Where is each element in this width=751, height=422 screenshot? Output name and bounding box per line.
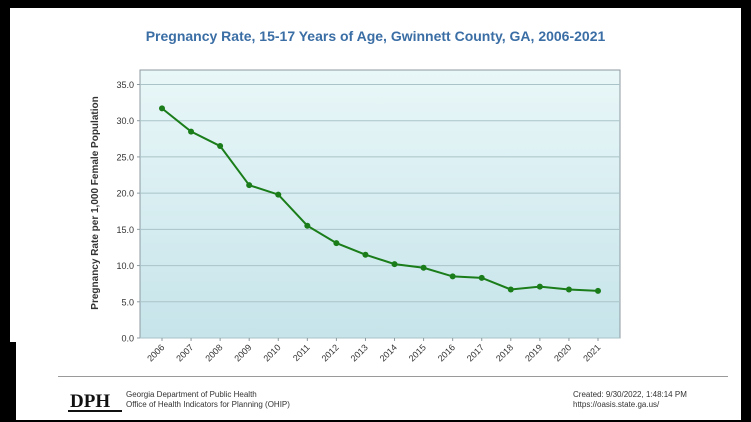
chart-frame: Pregnancy Rate, 15-17 Years of Age, Gwin… bbox=[10, 8, 741, 420]
data-point[interactable] bbox=[362, 251, 369, 258]
data-point[interactable] bbox=[304, 222, 311, 229]
x-tick-label: 2009 bbox=[232, 342, 253, 363]
x-tick-label: 2015 bbox=[407, 342, 428, 363]
x-tick-label: 2011 bbox=[291, 342, 312, 363]
logo-text: DPH bbox=[70, 391, 110, 412]
x-tick-label: 2007 bbox=[174, 342, 195, 363]
x-tick-label: 2016 bbox=[436, 342, 457, 363]
created-timestamp: Created: 9/30/2022, 1:48:14 PM bbox=[573, 390, 687, 399]
x-tick-label: 2019 bbox=[523, 342, 544, 363]
y-tick-label: 5.0 bbox=[121, 297, 134, 307]
source-url[interactable]: https://oasis.state.ga.us/ bbox=[573, 400, 660, 409]
footer-divider bbox=[58, 376, 728, 377]
y-axis-ticks: 0.0 5.0 10.0 15.0 20.0 25.0 30.0 35.0 bbox=[116, 80, 140, 344]
x-axis-ticks: 2006 2007 2008 2009 2010 2011 2012 2013 2014 2015… bbox=[145, 338, 602, 364]
x-tick-label: 2010 bbox=[261, 342, 282, 363]
x-tick-label: 2017 bbox=[465, 342, 486, 363]
data-point[interactable] bbox=[478, 274, 485, 281]
series-line bbox=[161, 107, 599, 292]
data-point[interactable] bbox=[159, 105, 165, 112]
data-point[interactable] bbox=[246, 182, 253, 189]
x-tick-label: 2021 bbox=[581, 342, 602, 363]
y-tick-label: 30.0 bbox=[116, 116, 134, 126]
line-chart: 0.05.010.015.020.025.030.035.0 2006 2007 2… bbox=[90, 69, 621, 364]
data-point[interactable] bbox=[275, 191, 282, 198]
x-tick-label: 2020 bbox=[552, 342, 573, 363]
data-point[interactable] bbox=[449, 273, 456, 280]
y-tick-label: 25.0 bbox=[116, 152, 134, 162]
data-point[interactable] bbox=[420, 264, 427, 271]
series-pregnancy-rate bbox=[159, 105, 601, 294]
x-tick-label: 2018 bbox=[494, 342, 515, 363]
org-office: Office of Health Indicators for Planning… bbox=[126, 400, 290, 409]
y-axis-label: Pregnancy Rate per 1,000 Female Populati… bbox=[90, 96, 101, 309]
black-corner-overlay bbox=[0, 342, 16, 422]
dph-logo: DPH bbox=[68, 390, 122, 412]
data-point[interactable] bbox=[217, 143, 224, 150]
chart-title: Pregnancy Rate, 15-17 Years of Age, Gwin… bbox=[145, 28, 606, 44]
created-info: Created: 9/30/2022, 1:48:14 PM https://o… bbox=[573, 390, 687, 410]
x-tick-label: 2008 bbox=[203, 342, 224, 363]
data-point[interactable] bbox=[565, 286, 572, 293]
y-tick-label: 35.0 bbox=[116, 80, 134, 90]
data-point[interactable] bbox=[333, 240, 340, 247]
y-tick-label: 10.0 bbox=[116, 261, 134, 271]
x-tick-label: 2006 bbox=[145, 342, 166, 363]
grid-lines bbox=[140, 83, 620, 339]
plot-area bbox=[139, 69, 621, 339]
y-tick-label: 20.0 bbox=[116, 189, 134, 199]
org-name: Georgia Department of Public Health bbox=[126, 390, 257, 399]
data-point[interactable] bbox=[507, 286, 514, 293]
x-tick-label: 2012 bbox=[320, 342, 341, 363]
organization-info: Georgia Department of Public Health Offi… bbox=[126, 390, 290, 410]
data-point[interactable] bbox=[391, 261, 398, 268]
x-tick-label: 2014 bbox=[378, 342, 399, 363]
data-point[interactable] bbox=[536, 283, 543, 290]
data-point[interactable] bbox=[188, 128, 195, 135]
y-tick-label: 0.0 bbox=[121, 334, 134, 344]
y-tick-label: 15.0 bbox=[116, 225, 134, 235]
x-tick-label: 2013 bbox=[349, 342, 370, 363]
data-point[interactable] bbox=[595, 287, 601, 294]
